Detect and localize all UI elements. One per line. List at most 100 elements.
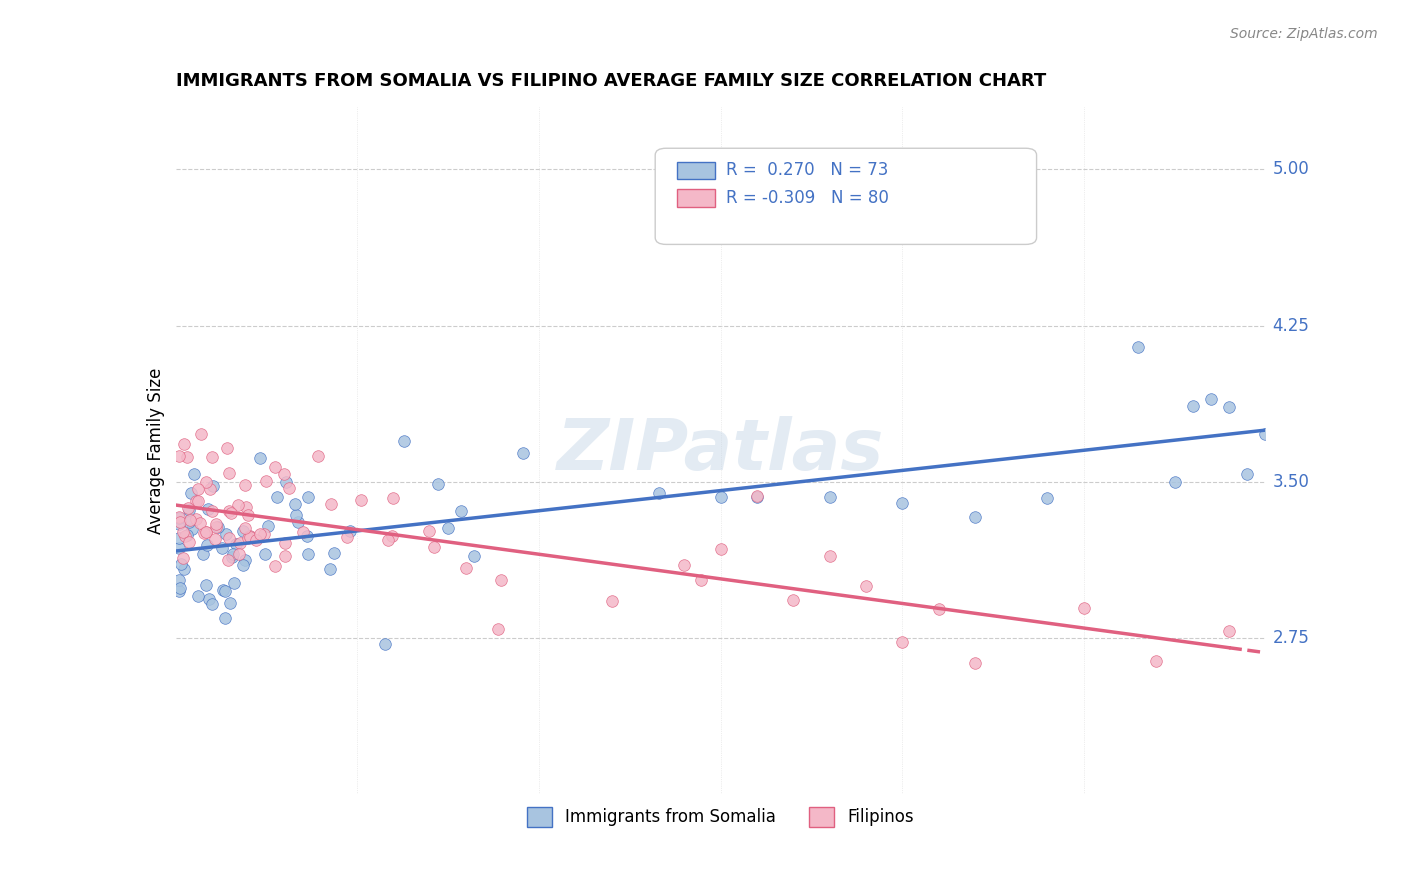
FancyBboxPatch shape — [655, 148, 1036, 244]
Point — [214, 584, 236, 599]
Text: Source: ZipAtlas.com: Source: ZipAtlas.com — [1230, 27, 1378, 41]
Point — [173, 529, 195, 543]
Point — [891, 635, 914, 649]
Point — [297, 491, 319, 505]
Point — [222, 575, 245, 590]
Point — [205, 517, 228, 532]
Point — [1036, 491, 1059, 506]
Point — [219, 506, 242, 520]
Point — [169, 582, 191, 596]
Point — [339, 524, 361, 538]
Point — [179, 503, 201, 517]
Point — [1199, 392, 1222, 406]
Text: IMMIGRANTS FROM SOMALIA VS FILIPINO AVERAGE FAMILY SIZE CORRELATION CHART: IMMIGRANTS FROM SOMALIA VS FILIPINO AVER… — [176, 72, 1046, 90]
Point — [169, 511, 191, 525]
Point — [1163, 475, 1185, 489]
FancyBboxPatch shape — [678, 162, 716, 179]
Y-axis label: Average Family Size: Average Family Size — [146, 368, 165, 533]
Point — [253, 527, 276, 541]
Point — [201, 504, 224, 518]
Point — [239, 529, 262, 543]
Point — [295, 529, 318, 543]
Point — [198, 483, 221, 497]
Point — [232, 524, 254, 538]
Point — [253, 547, 276, 561]
Text: R = -0.309   N = 80: R = -0.309 N = 80 — [725, 189, 889, 207]
Point — [188, 516, 211, 530]
Point — [450, 504, 472, 518]
Point — [374, 637, 396, 651]
Point — [218, 466, 240, 480]
Point — [186, 494, 208, 508]
Point — [1218, 624, 1240, 639]
Point — [193, 526, 215, 541]
Point — [173, 437, 195, 451]
Point — [963, 656, 986, 670]
Point — [307, 449, 329, 463]
Point — [177, 515, 200, 529]
Point — [235, 500, 257, 514]
Point — [170, 557, 193, 571]
Point — [228, 548, 250, 562]
Point — [284, 497, 307, 511]
Point — [710, 490, 733, 504]
Point — [180, 522, 202, 536]
Point — [176, 450, 198, 464]
Point — [238, 529, 260, 543]
Point — [321, 497, 343, 511]
Point — [195, 538, 218, 552]
Point — [201, 479, 224, 493]
Point — [193, 548, 215, 562]
Point — [1236, 467, 1258, 481]
Point — [186, 512, 208, 526]
Point — [297, 547, 319, 561]
Point — [217, 442, 239, 456]
Point — [256, 519, 278, 533]
Point — [217, 553, 239, 567]
Point — [278, 481, 301, 495]
Point — [233, 478, 256, 492]
Point — [205, 519, 228, 533]
Point — [336, 530, 359, 544]
Point — [292, 525, 315, 540]
Point — [238, 508, 260, 522]
FancyBboxPatch shape — [678, 189, 716, 207]
Point — [745, 490, 768, 504]
Point — [197, 501, 219, 516]
Text: 3.50: 3.50 — [1272, 473, 1309, 491]
Point — [169, 515, 191, 529]
Point — [745, 489, 768, 503]
Point — [229, 535, 252, 549]
Point — [1128, 340, 1150, 354]
Point — [215, 527, 238, 541]
Point — [855, 579, 877, 593]
Point — [195, 475, 218, 489]
Point — [284, 508, 307, 522]
Point — [818, 491, 841, 505]
Point — [239, 530, 262, 544]
Point — [350, 493, 373, 508]
Point — [190, 427, 212, 442]
Point — [207, 520, 229, 534]
Text: ZIPatlas: ZIPatlas — [557, 416, 884, 485]
Point — [689, 574, 711, 588]
Point — [392, 434, 415, 448]
Point — [187, 482, 209, 496]
Point — [233, 553, 256, 567]
Point — [963, 509, 986, 524]
Text: R =  0.270   N = 73: R = 0.270 N = 73 — [725, 161, 889, 179]
Point — [225, 537, 247, 551]
Point — [818, 549, 841, 564]
Point — [245, 533, 267, 548]
Point — [169, 450, 191, 464]
Point — [214, 611, 236, 625]
Point — [648, 486, 671, 500]
Point — [486, 623, 509, 637]
Point — [891, 496, 914, 510]
Point — [287, 515, 309, 529]
Point — [179, 513, 201, 527]
Point — [710, 542, 733, 557]
Point — [673, 558, 696, 572]
Point — [454, 561, 477, 575]
Point — [235, 520, 257, 534]
